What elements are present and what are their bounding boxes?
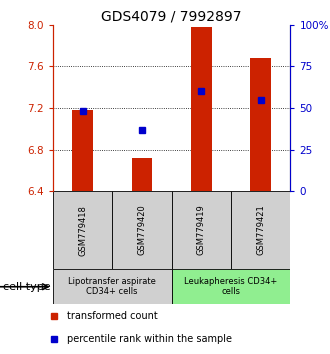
Bar [172,269,290,304]
Bar [250,58,271,191]
Text: cell type: cell type [3,282,51,292]
Text: GSM779418: GSM779418 [78,205,87,256]
Text: GSM779420: GSM779420 [137,205,147,256]
Text: GSM779419: GSM779419 [197,205,206,256]
Text: Lipotransfer aspirate
CD34+ cells: Lipotransfer aspirate CD34+ cells [68,277,156,296]
Text: percentile rank within the sample: percentile rank within the sample [67,334,232,344]
Text: GSM779421: GSM779421 [256,205,265,256]
Bar [53,269,172,304]
Text: Leukapheresis CD34+
cells: Leukapheresis CD34+ cells [184,277,278,296]
Bar [131,158,152,191]
Bar [172,191,231,269]
Bar [72,110,93,191]
Bar [231,191,290,269]
Text: transformed count: transformed count [67,311,157,321]
Title: GDS4079 / 7992897: GDS4079 / 7992897 [101,10,242,24]
Bar [112,191,172,269]
Bar [191,27,212,191]
Bar [53,191,112,269]
